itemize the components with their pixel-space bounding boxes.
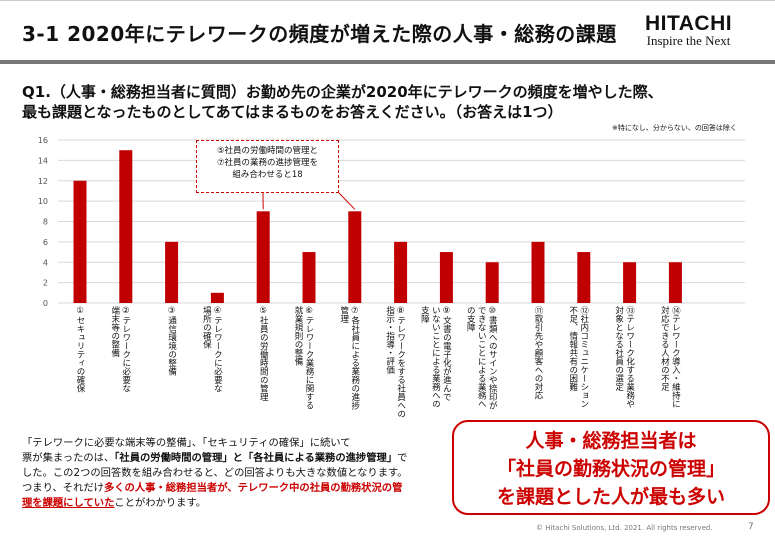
desc-bold: 「社員の労働時間の管理」と「各社員による業務の進捗管理」: [114, 452, 398, 464]
bar: [668, 262, 682, 303]
x-tick-label: ⑭テレワーク導入・維持に 対応できる人材の不足: [659, 306, 681, 408]
bar: [302, 252, 316, 303]
question-line-2: 最も課題となったものとしてあてはまるものをお答えください。（お答えは1つ）: [22, 103, 563, 121]
description-text: 「テレワークに必要な端末等の整備」、「セキュリティの確保」に続いて 票が集まった…: [22, 436, 452, 511]
bar: [485, 262, 499, 303]
x-tick-label: ⑬テレワーク化する業務や 対象となる社員の選定: [613, 306, 635, 408]
x-tick-label: ①セキュリティの確保: [75, 306, 85, 393]
y-tick-label: 10: [38, 197, 48, 206]
exclusion-note: ※特になし、分からない、の回答は除く: [612, 124, 737, 132]
x-tick-label: ⑪取引先や顧客への対応: [533, 306, 543, 400]
header-divider: [0, 60, 775, 64]
bar: [623, 262, 637, 303]
bar: [256, 211, 270, 303]
bar: [348, 211, 362, 303]
bar: [394, 241, 408, 303]
bar: [577, 252, 591, 303]
annotation-line: ⑦社員の業務の進捗管理を: [216, 158, 319, 168]
x-tick-label: ⑨文書の電子化が進んで いないことによる業務への 支障: [419, 306, 452, 408]
bar: [531, 241, 545, 303]
page-title: 3-1 2020年にテレワークの頻度が増えた際の人事・総務の課題: [22, 22, 617, 46]
x-tick-label: ⑧テレワークをする社員への 指示・指導・評価: [384, 306, 406, 418]
bar: [73, 180, 87, 303]
conclusion-line: 人事・総務担当者は: [525, 430, 697, 452]
annotation-line: 組み合わせると18: [232, 170, 303, 180]
question-line-1: Q1.（人事・総務担当者に質問）お勤め先の企業が2020年にテレワークの頻度を増…: [22, 83, 663, 101]
y-tick-label: 14: [38, 156, 48, 165]
x-tick-label: ⑥テレワーク業務に関する 就業規則の整備: [293, 306, 314, 410]
y-tick-label: 4: [43, 258, 48, 267]
x-tick-label: ④テレワークに必要な 場所の確保: [201, 306, 223, 393]
copyright: © Hitachi Solutions, Ltd. 2021. All righ…: [536, 524, 713, 532]
bar: [210, 292, 224, 303]
bar: [439, 252, 453, 303]
top-border: [0, 0, 775, 1]
desc-line: つまり、それだけ多くの人事・総務担当者が、テレワーク中の社員の勤務状況の管: [22, 481, 452, 496]
desc-line: した。この2つの回答数を組み合わせると、どの回答よりも大きな数値となります。: [22, 467, 408, 479]
annotation-line: ⑤社員の労働時間の管理と: [216, 146, 319, 156]
hitachi-logo: HITACHI Inspire the Next: [645, 12, 733, 48]
bar: [119, 150, 133, 303]
conclusion-box: 人事・総務担当者は 「社員の勤務状況の管理」 を課題とした人が最も多い: [452, 420, 770, 515]
desc-line: 票が集まったのは、「社員の労働時間の管理」と「各社員による業務の進捗管理」で: [22, 451, 452, 466]
desc-highlight: 多くの人事・総務担当者が、テレワーク中の社員の勤務状況の管: [103, 482, 403, 494]
x-tick-label: ⑩書類へのサインや捺印が できないことによる業務へ の支障: [465, 306, 498, 410]
y-tick-label: 6: [43, 238, 48, 247]
conclusion-line: 「社員の勤務状況の管理」: [496, 458, 725, 480]
y-tick-label: 12: [38, 177, 48, 186]
y-tick-label: 0: [43, 299, 48, 308]
desc-line: 理を課題にしていたことがわかります。: [22, 496, 452, 511]
desc-span: 票が集まったのは、: [22, 452, 115, 464]
y-tick-label: 2: [43, 279, 48, 288]
desc-span: で: [397, 452, 408, 464]
desc-span: ことがわかります。: [114, 497, 207, 509]
desc-span: つまり、それだけ: [22, 482, 104, 494]
x-tick-label: ②テレワークに必要な 端末等の整備: [109, 306, 131, 393]
x-tick-label: ⑫社内コミュニケーション 不足、情報共有の困難: [567, 306, 589, 408]
y-tick-label: 16: [38, 136, 48, 145]
x-tick-label: ⑦各社員による業務の進捗 管理: [338, 306, 360, 410]
logo-tagline: Inspire the Next: [646, 33, 731, 48]
x-tick-label: ⑤社員の労働時間の管理: [258, 306, 269, 401]
annotation-callout: ⑤社員の労働時間の管理と ⑦社員の業務の進捗管理を 組み合わせると18: [196, 140, 339, 193]
x-tick-label: ③通信環境の整備: [166, 306, 177, 376]
y-tick-label: 8: [43, 218, 48, 227]
desc-highlight: 理を課題にしていた: [22, 497, 115, 509]
question-text: Q1.（人事・総務担当者に質問）お勤め先の企業が2020年にテレワークの頻度を増…: [22, 82, 762, 122]
logo-text: HITACHI: [645, 12, 733, 35]
desc-line: 「テレワークに必要な端末等の整備」、「セキュリティの確保」に続いて: [22, 437, 351, 449]
bar: [165, 241, 179, 303]
callout-connector: [338, 192, 356, 210]
page-number: 7: [748, 522, 754, 532]
conclusion-line: を課題とした人が最も多い: [496, 486, 725, 508]
